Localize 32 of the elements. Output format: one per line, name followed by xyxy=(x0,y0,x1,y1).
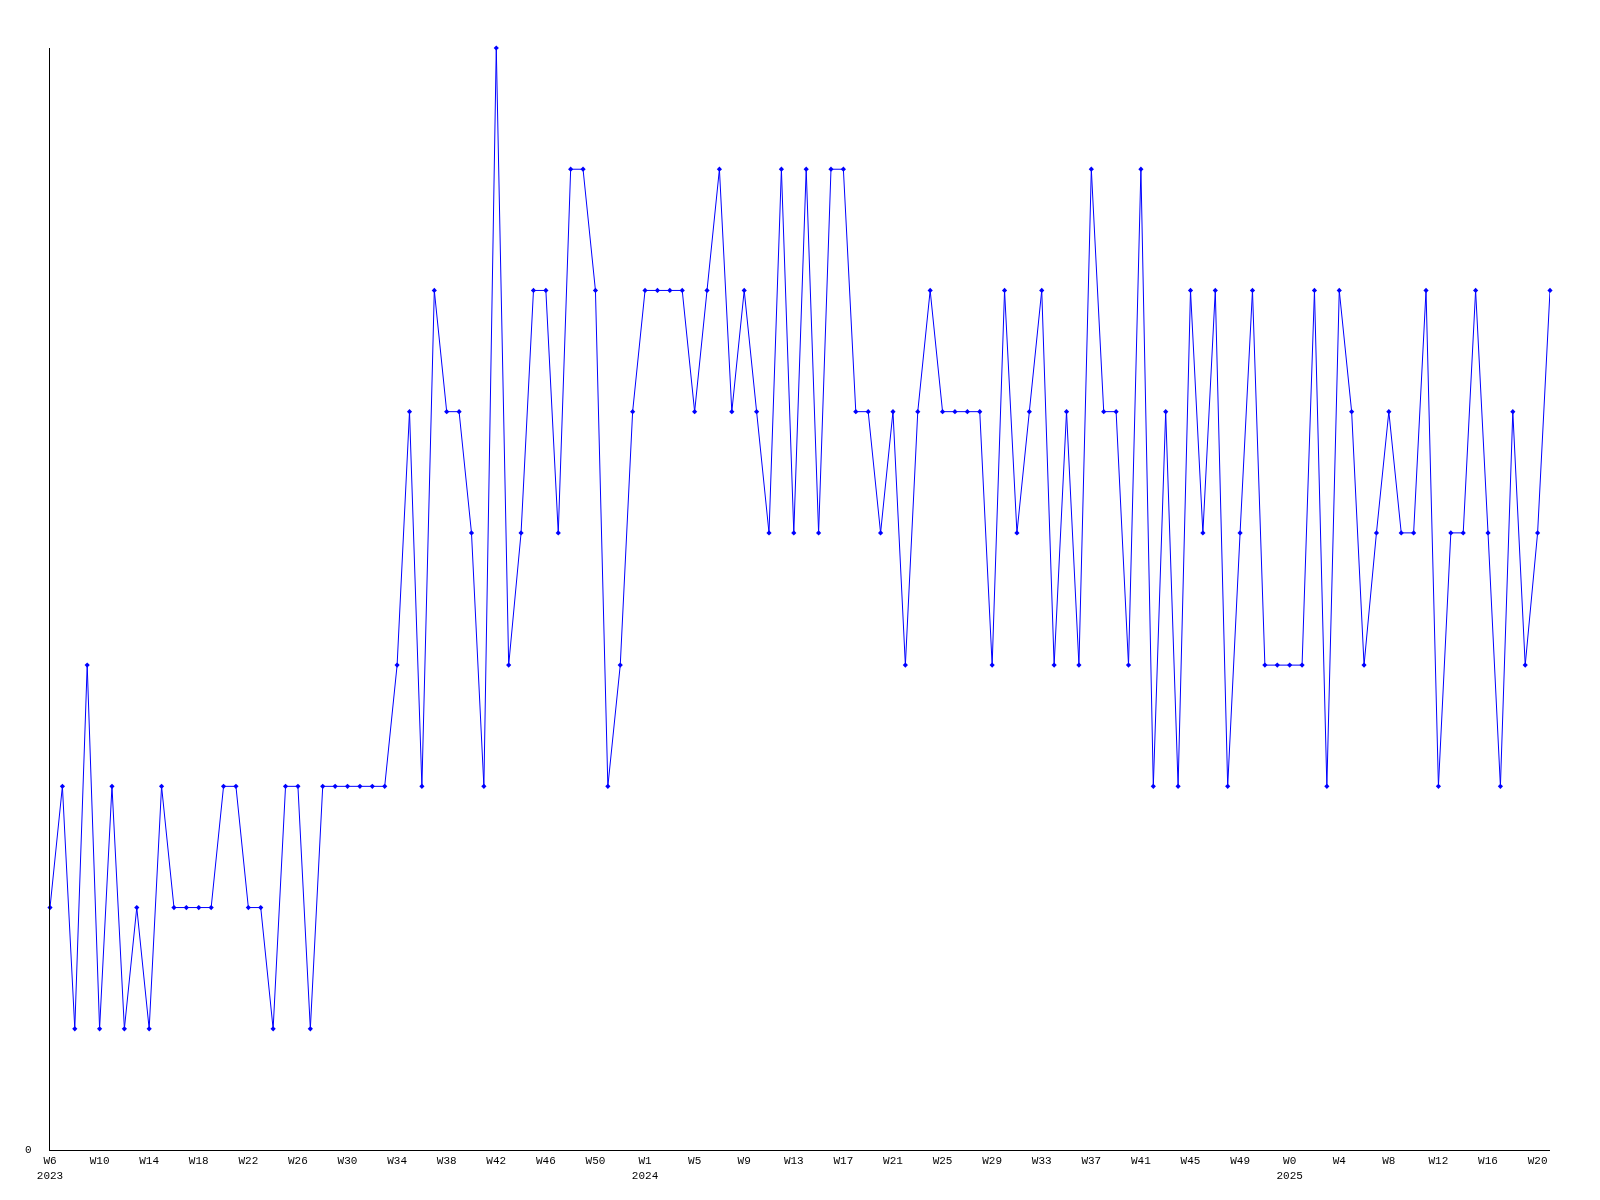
x-tick-label: W33 xyxy=(1031,1155,1052,1168)
x-tick-label: W49 xyxy=(1230,1155,1250,1168)
x-tick-label: W4 xyxy=(1332,1155,1347,1168)
x-tick-label: W29 xyxy=(982,1155,1003,1168)
x-tick-label: W13 xyxy=(783,1155,804,1168)
x-tick-label: W9 xyxy=(737,1155,751,1168)
x-tick-label: W12 xyxy=(1428,1155,1449,1168)
x-tick-label: W8 xyxy=(1382,1155,1396,1168)
x-tick-label: W1 2024 xyxy=(631,1155,659,1182)
x-tick-label: W30 xyxy=(337,1155,358,1168)
x-tick-label: W42 xyxy=(486,1155,507,1168)
x-tick-label: W0 2025 xyxy=(1276,1155,1303,1182)
x-tick-label: W20 xyxy=(1527,1155,1548,1168)
x-tick-label: W10 xyxy=(89,1155,110,1168)
x-tick-label: W5 xyxy=(688,1155,702,1168)
x-tick-label: W46 xyxy=(535,1155,556,1168)
x-tick-label: W37 xyxy=(1081,1155,1102,1168)
x-tick-label: W21 xyxy=(883,1155,904,1168)
x-tick-label: W17 xyxy=(833,1155,854,1168)
x-tick-label: W6 2023 xyxy=(36,1155,64,1182)
text: 0 xyxy=(25,1144,32,1156)
x-tick-label: W16 xyxy=(1478,1155,1498,1168)
x-tick-label: W18 xyxy=(188,1155,209,1168)
x-tick-label: W34 xyxy=(387,1155,408,1168)
x-tick-label: W38 xyxy=(436,1155,457,1168)
x-tick-label: W22 xyxy=(238,1155,259,1168)
x-tick-label: W45 xyxy=(1180,1155,1201,1168)
x-tick-label: W50 xyxy=(585,1155,606,1168)
x-tick-label: W14 xyxy=(139,1155,160,1168)
x-tick-label: W41 xyxy=(1131,1155,1152,1168)
x-tick-label: W26 xyxy=(288,1155,308,1168)
x-tick-label: W25 xyxy=(932,1155,953,1168)
